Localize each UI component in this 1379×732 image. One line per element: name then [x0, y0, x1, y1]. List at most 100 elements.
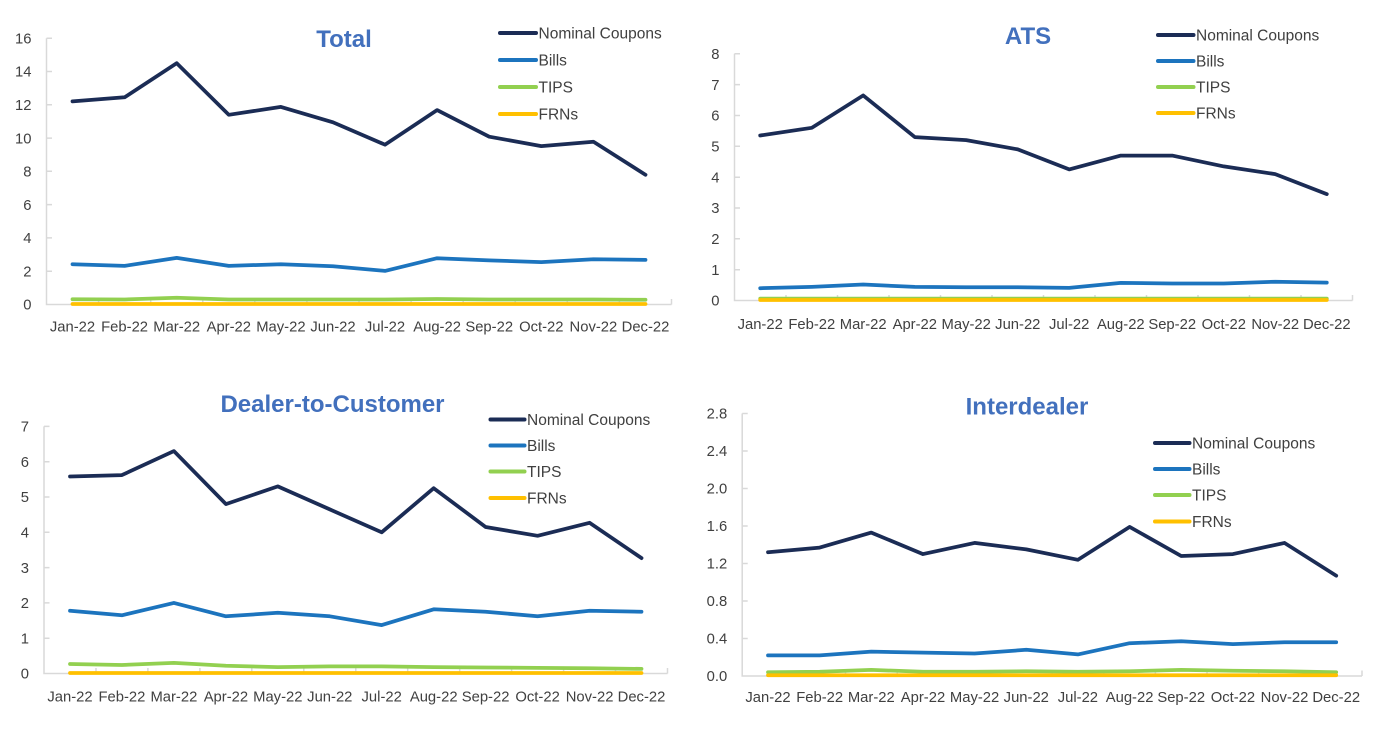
svg-text:8: 8: [711, 47, 719, 63]
svg-text:Jul-22: Jul-22: [1049, 317, 1089, 333]
svg-text:Nov-22: Nov-22: [570, 320, 618, 336]
svg-text:Apr-22: Apr-22: [893, 317, 937, 333]
svg-text:Feb-22: Feb-22: [98, 690, 145, 706]
svg-text:ATS: ATS: [1005, 23, 1051, 50]
svg-text:Apr-22: Apr-22: [207, 320, 251, 336]
svg-text:Apr-22: Apr-22: [901, 690, 945, 706]
svg-text:Dealer-to-Customer: Dealer-to-Customer: [220, 391, 444, 418]
svg-text:Nominal Coupons: Nominal Coupons: [527, 412, 650, 429]
svg-text:0: 0: [23, 298, 31, 314]
svg-text:1: 1: [711, 263, 719, 279]
svg-text:Jun-22: Jun-22: [310, 320, 355, 336]
svg-text:Nominal Coupons: Nominal Coupons: [1196, 28, 1319, 45]
svg-text:Dec-22: Dec-22: [622, 320, 670, 336]
svg-text:Jul-22: Jul-22: [365, 320, 405, 336]
svg-text:3: 3: [711, 201, 719, 217]
svg-text:FRNs: FRNs: [1196, 106, 1236, 123]
svg-text:Dec-22: Dec-22: [618, 690, 666, 706]
svg-text:2: 2: [23, 264, 31, 280]
svg-text:Feb-22: Feb-22: [788, 317, 835, 333]
svg-text:Oct-22: Oct-22: [1202, 317, 1246, 333]
svg-text:Feb-22: Feb-22: [796, 690, 843, 706]
svg-text:Bills: Bills: [1196, 54, 1225, 71]
svg-text:Nov-22: Nov-22: [566, 690, 614, 706]
svg-text:Feb-22: Feb-22: [101, 320, 148, 336]
svg-text:Apr-22: Apr-22: [204, 690, 248, 706]
svg-text:4: 4: [23, 231, 31, 247]
svg-text:12: 12: [15, 98, 31, 114]
svg-text:May-22: May-22: [256, 320, 305, 336]
svg-text:2: 2: [21, 596, 29, 612]
svg-text:0.8: 0.8: [707, 594, 728, 610]
svg-text:Jan-22: Jan-22: [745, 690, 790, 706]
svg-text:Aug-22: Aug-22: [413, 320, 461, 336]
svg-text:Jan-22: Jan-22: [738, 317, 783, 333]
svg-text:Total: Total: [316, 26, 372, 53]
svg-text:Aug-22: Aug-22: [410, 690, 458, 706]
svg-text:Mar-22: Mar-22: [848, 690, 895, 706]
svg-text:Jul-22: Jul-22: [1058, 690, 1098, 706]
svg-text:Nov-22: Nov-22: [1251, 317, 1299, 333]
svg-text:7: 7: [711, 78, 719, 94]
svg-text:Oct-22: Oct-22: [1211, 690, 1255, 706]
svg-text:0: 0: [21, 667, 29, 683]
svg-text:Jun-22: Jun-22: [995, 317, 1040, 333]
svg-text:2.8: 2.8: [707, 407, 728, 423]
svg-text:FRNs: FRNs: [1192, 514, 1232, 531]
svg-text:Dec-22: Dec-22: [1312, 690, 1360, 706]
svg-text:FRNs: FRNs: [527, 491, 567, 508]
svg-text:2.0: 2.0: [707, 482, 728, 498]
svg-text:0: 0: [711, 294, 719, 310]
svg-text:6: 6: [711, 109, 719, 125]
svg-text:FRNs: FRNs: [539, 107, 579, 124]
svg-text:Bills: Bills: [1192, 462, 1221, 479]
svg-text:Jun-22: Jun-22: [1004, 690, 1049, 706]
svg-text:Interdealer: Interdealer: [966, 394, 1089, 421]
svg-text:May-22: May-22: [950, 690, 999, 706]
svg-text:Mar-22: Mar-22: [840, 317, 887, 333]
svg-text:5: 5: [711, 140, 719, 156]
svg-text:14: 14: [15, 65, 31, 81]
svg-text:Bills: Bills: [527, 438, 556, 455]
svg-text:7: 7: [21, 420, 29, 436]
svg-text:5: 5: [21, 490, 29, 506]
svg-text:2: 2: [711, 232, 719, 248]
svg-text:Sep-22: Sep-22: [465, 320, 513, 336]
svg-text:Nominal Coupons: Nominal Coupons: [539, 26, 662, 43]
svg-text:Sep-22: Sep-22: [462, 690, 510, 706]
svg-text:Nov-22: Nov-22: [1261, 690, 1309, 706]
svg-text:TIPS: TIPS: [527, 464, 561, 481]
svg-text:Bills: Bills: [539, 53, 568, 70]
svg-text:6: 6: [23, 198, 31, 214]
svg-text:8: 8: [23, 165, 31, 181]
svg-text:6: 6: [21, 455, 29, 471]
svg-text:1: 1: [21, 631, 29, 647]
svg-text:Dec-22: Dec-22: [1303, 317, 1351, 333]
svg-text:Aug-22: Aug-22: [1097, 317, 1145, 333]
svg-text:16: 16: [15, 31, 31, 47]
svg-text:Oct-22: Oct-22: [519, 320, 563, 336]
svg-text:Sep-22: Sep-22: [1148, 317, 1196, 333]
svg-text:4: 4: [711, 170, 719, 186]
svg-text:May-22: May-22: [253, 690, 302, 706]
svg-text:10: 10: [15, 131, 31, 147]
svg-text:3: 3: [21, 561, 29, 577]
svg-text:Mar-22: Mar-22: [150, 690, 197, 706]
svg-text:May-22: May-22: [942, 317, 991, 333]
svg-text:TIPS: TIPS: [1192, 488, 1226, 505]
svg-text:Jul-22: Jul-22: [362, 690, 402, 706]
svg-text:Aug-22: Aug-22: [1106, 690, 1154, 706]
svg-text:4: 4: [21, 526, 29, 542]
svg-text:1.2: 1.2: [707, 557, 728, 573]
svg-text:Mar-22: Mar-22: [153, 320, 200, 336]
svg-text:TIPS: TIPS: [539, 80, 573, 97]
svg-text:2.4: 2.4: [707, 444, 728, 460]
svg-text:1.6: 1.6: [707, 519, 728, 535]
svg-text:Nominal Coupons: Nominal Coupons: [1192, 436, 1315, 453]
svg-text:Jan-22: Jan-22: [50, 320, 95, 336]
svg-text:Sep-22: Sep-22: [1157, 690, 1205, 706]
svg-text:Oct-22: Oct-22: [515, 690, 559, 706]
svg-text:Jun-22: Jun-22: [307, 690, 352, 706]
svg-text:0.4: 0.4: [707, 632, 728, 648]
svg-text:Jan-22: Jan-22: [47, 690, 92, 706]
